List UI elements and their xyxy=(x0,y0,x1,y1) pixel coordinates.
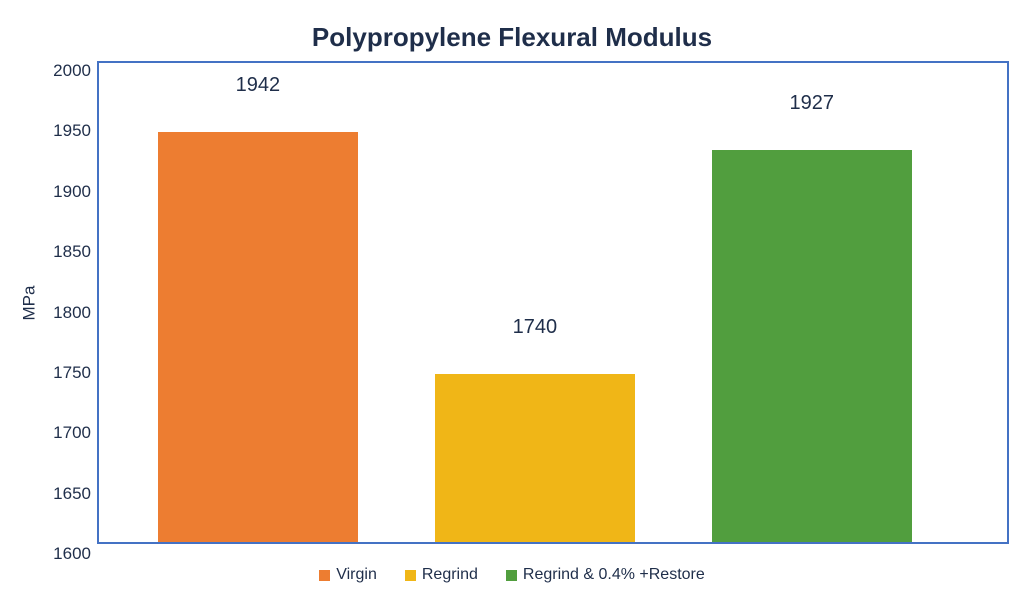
bar xyxy=(435,374,635,542)
legend: Virgin Regrind Regrind & 0.4% +Restore xyxy=(15,544,1009,588)
y-axis-ticks-column: 160016501700175018001850190019502000 xyxy=(43,61,97,544)
bar xyxy=(158,132,358,542)
legend-swatch-icon xyxy=(506,570,517,581)
legend-label: Regrind xyxy=(422,566,478,584)
y-axis-label-column: MPa xyxy=(15,61,43,544)
chart-title: Polypropylene Flexural Modulus xyxy=(15,22,1009,53)
bar-value-label: 1740 xyxy=(513,316,558,345)
chart-container: Polypropylene Flexural Modulus MPa 16001… xyxy=(0,0,1024,596)
legend-item: Regrind & 0.4% +Restore xyxy=(506,566,705,584)
legend-item: Virgin xyxy=(319,566,377,584)
legend-label: Regrind & 0.4% +Restore xyxy=(523,566,705,584)
y-axis-label: MPa xyxy=(19,285,39,320)
legend-swatch-icon xyxy=(319,570,330,581)
legend-swatch-icon xyxy=(405,570,416,581)
bar-value-label: 1942 xyxy=(236,74,281,103)
plot-area: 1942 1740 1927 xyxy=(97,61,1009,544)
legend-label: Virgin xyxy=(336,566,377,584)
plot-row: MPa 160016501700175018001850190019502000… xyxy=(15,61,1009,544)
bar xyxy=(712,150,912,542)
bar-value-label: 1927 xyxy=(790,92,835,121)
legend-item: Regrind xyxy=(405,566,478,584)
